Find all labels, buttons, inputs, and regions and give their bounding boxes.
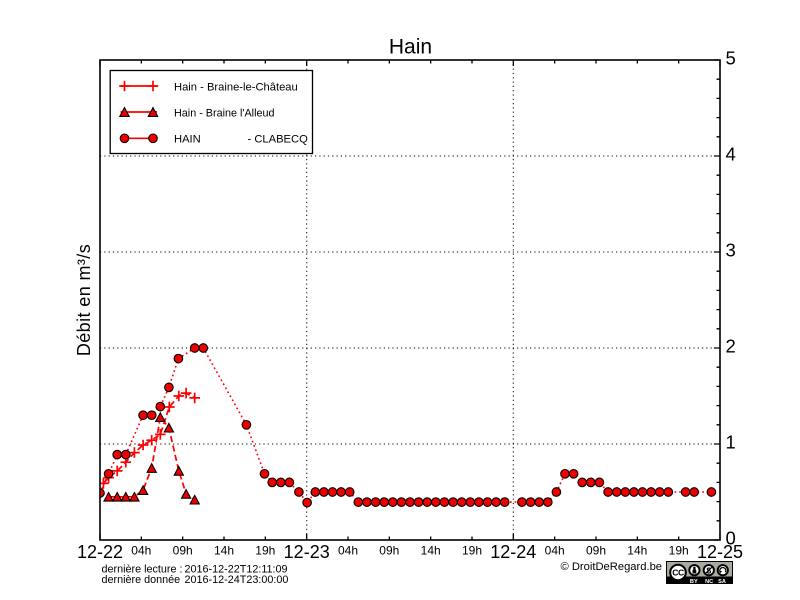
svg-text:- CLABECQ: - CLABECQ [248,134,309,146]
svg-text:09h: 09h [586,544,606,558]
svg-text:dernière donnée 2016-12-24T23: dernière donnée 2016-12-24T23:00:00 [102,574,289,586]
svg-text:12-23: 12-23 [284,542,330,562]
svg-text:Hain - Braine l'Alleud: Hain - Braine l'Alleud [174,107,274,119]
svg-text:19h: 19h [462,544,482,558]
svg-text:1: 1 [726,431,736,452]
svg-text:5: 5 [726,47,736,68]
svg-text:Hain - Braine-le-Château: Hain - Braine-le-Château [174,81,298,93]
svg-text:CC: CC [672,568,684,578]
svg-text:19h: 19h [669,544,689,558]
svg-text:© DroitDeRegard.be: © DroitDeRegard.be [561,561,663,573]
svg-text:3: 3 [726,239,736,260]
svg-text:09h: 09h [379,544,399,558]
svg-text:04h: 04h [338,544,358,558]
svg-text:04h: 04h [545,544,565,558]
svg-text:HAIN: HAIN [174,134,201,146]
svg-text:14h: 14h [627,544,647,558]
svg-text:0: 0 [726,527,736,548]
svg-text:4: 4 [726,143,736,164]
svg-text:04h: 04h [131,544,151,558]
svg-text:BY: BY [690,579,698,585]
svg-text:SA: SA [718,579,726,585]
svg-text:dernière lecture : 2016-12-22T: dernière lecture : 2016-12-22T12:11:09 [102,563,288,575]
svg-text:NC: NC [705,579,713,585]
svg-text:Débit en m³/s: Débit en m³/s [74,244,94,356]
svg-text:19h: 19h [255,544,275,558]
svg-text:12-24: 12-24 [490,542,536,562]
svg-text:14h: 14h [421,544,441,558]
svg-text:14h: 14h [214,544,234,558]
svg-text:09h: 09h [173,544,193,558]
svg-text:Hain: Hain [389,36,432,59]
svg-text:12-25: 12-25 [697,542,743,562]
svg-text:2: 2 [726,335,736,356]
svg-text:12-22: 12-22 [77,542,123,562]
